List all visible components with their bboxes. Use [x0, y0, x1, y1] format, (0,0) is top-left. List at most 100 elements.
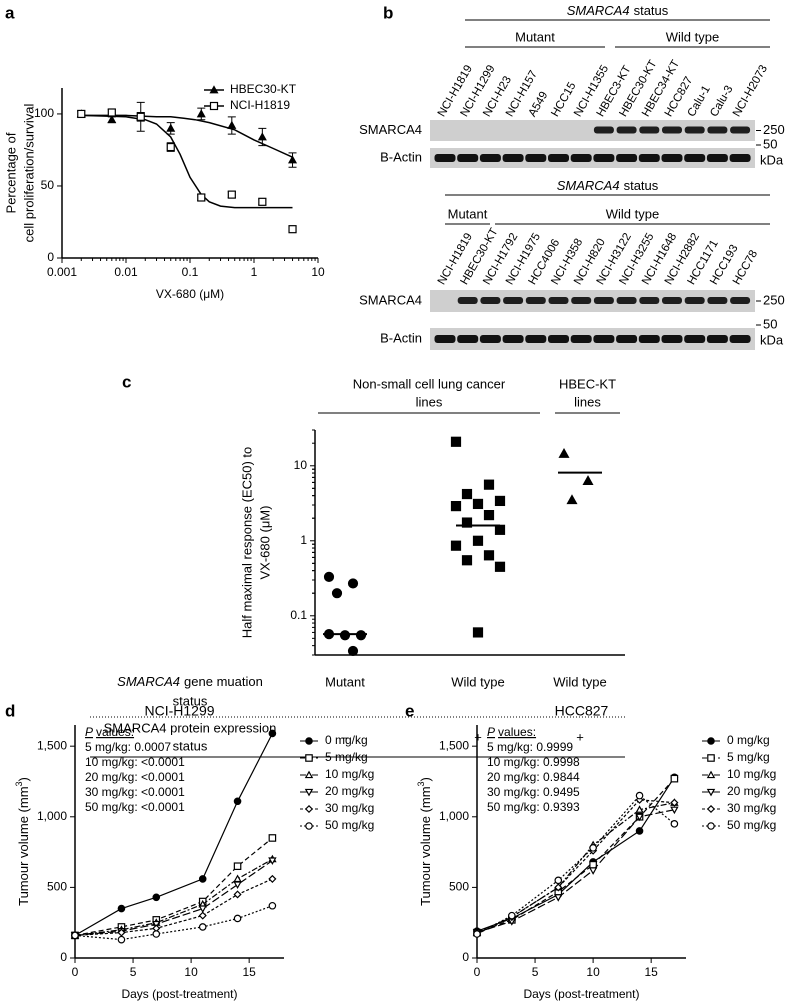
blot-strip	[430, 328, 755, 350]
series-line	[74, 860, 273, 936]
band	[662, 297, 682, 304]
data-point	[450, 540, 462, 551]
annotation-head-text: values:	[96, 725, 134, 739]
category-label: Wild type	[553, 674, 606, 689]
y-axis-label: VX-680 (μM)	[257, 506, 272, 580]
data-point	[483, 550, 495, 561]
series-line	[74, 733, 273, 936]
band	[457, 154, 479, 162]
legend-marker	[706, 788, 716, 797]
row-label-text: gene muation	[184, 674, 263, 689]
x-tick-label: 0.001	[47, 265, 77, 279]
band	[639, 297, 660, 304]
data-point	[635, 805, 644, 813]
data-point	[461, 488, 473, 500]
x-tick-label: 0.01	[114, 265, 138, 279]
y-tick-label: 0.1	[290, 608, 307, 622]
data-point	[331, 588, 343, 599]
data-point	[227, 120, 237, 129]
data-point	[166, 123, 176, 132]
legend-label: 0 mg/kg	[325, 733, 368, 747]
band	[707, 126, 728, 134]
annotation-line: 10 mg/kg: 0.9998	[487, 755, 580, 769]
blot-header-gene: SMARCA4	[567, 3, 630, 18]
annotation-line: 5 mg/kg: 0.9999	[487, 740, 573, 754]
legend-marker	[304, 770, 314, 779]
size-marker: 250	[763, 122, 785, 137]
data-point	[227, 190, 236, 199]
row-label: SMARCA4 protein expression	[104, 720, 277, 735]
band	[525, 297, 546, 304]
series-line	[476, 809, 675, 934]
blot-strip	[430, 148, 755, 168]
data-point	[233, 797, 242, 806]
data-point	[77, 109, 86, 119]
data-point	[71, 931, 79, 940]
row-label: status	[173, 693, 208, 708]
legend-marker	[305, 737, 313, 745]
x-tick-label: 5	[130, 965, 137, 979]
data-point	[635, 827, 644, 835]
series-line	[74, 837, 273, 936]
data-point	[268, 834, 277, 842]
y-tick-label: 1	[300, 533, 307, 547]
y-tick-label: 500	[449, 880, 469, 894]
annotation-head-text: values:	[498, 725, 536, 739]
x-axis-label: VX-680 (μM)	[156, 287, 224, 301]
y-tick-label: 1,000	[439, 809, 469, 823]
annotation-line: 30 mg/kg: 0.9495	[487, 785, 580, 799]
data-point	[635, 813, 644, 822]
x-axis-label: Days (post-treatment)	[121, 987, 237, 1001]
data-point	[473, 930, 481, 938]
y-axis-label-text: Tumour volume (mm	[418, 786, 433, 905]
data-point	[268, 729, 277, 738]
data-point	[472, 535, 484, 546]
chart-title: HCC827	[555, 703, 609, 719]
data-point	[347, 645, 359, 657]
legend-marker	[304, 788, 314, 797]
band	[684, 126, 705, 134]
x-tick-label: 0.1	[182, 265, 199, 279]
data-point	[198, 905, 207, 914]
data-point	[494, 495, 506, 507]
y-axis-label: Tumour volume (mm3)	[14, 777, 31, 906]
annotation-line: 5 mg/kg: 0.0007	[85, 740, 171, 754]
data-point	[450, 436, 462, 447]
data-point	[472, 498, 484, 510]
x-tick-label: 10	[311, 265, 325, 279]
data-point	[582, 475, 594, 486]
data-point	[257, 132, 267, 141]
band	[729, 335, 751, 343]
y-tick-label: 50	[41, 178, 55, 192]
lane-label: A549	[527, 90, 551, 119]
data-point	[566, 494, 578, 505]
y-axis-label: cell proliferation/survival	[21, 104, 36, 243]
data-point	[554, 894, 563, 902]
row-label: SMARCA4 gene muation	[117, 674, 263, 689]
band	[638, 335, 660, 343]
group-label: Wild type	[666, 29, 719, 44]
annotation-line: 20 mg/kg: 0.9844	[487, 770, 580, 784]
panel-label: e	[405, 701, 414, 720]
series-line	[476, 802, 675, 934]
data-point	[588, 867, 598, 875]
y-axis-label: Percentage of	[3, 132, 18, 213]
band	[502, 335, 524, 343]
legend-marker	[305, 822, 313, 830]
y-tick-label: 500	[47, 880, 67, 894]
legend-marker	[706, 804, 716, 814]
x-tick-label: 15	[242, 965, 256, 979]
annotation-line: 50 mg/kg: <0.0001	[85, 800, 185, 814]
band	[548, 297, 569, 304]
x-tick-label: 0	[72, 965, 79, 979]
band	[593, 154, 615, 162]
x-tick-label: 1	[251, 265, 258, 279]
legend-label: 20 mg/kg	[325, 784, 374, 798]
table-cell: –	[341, 729, 349, 744]
blot-header-text: status	[634, 3, 669, 18]
band	[616, 154, 638, 162]
data-point	[198, 911, 207, 920]
